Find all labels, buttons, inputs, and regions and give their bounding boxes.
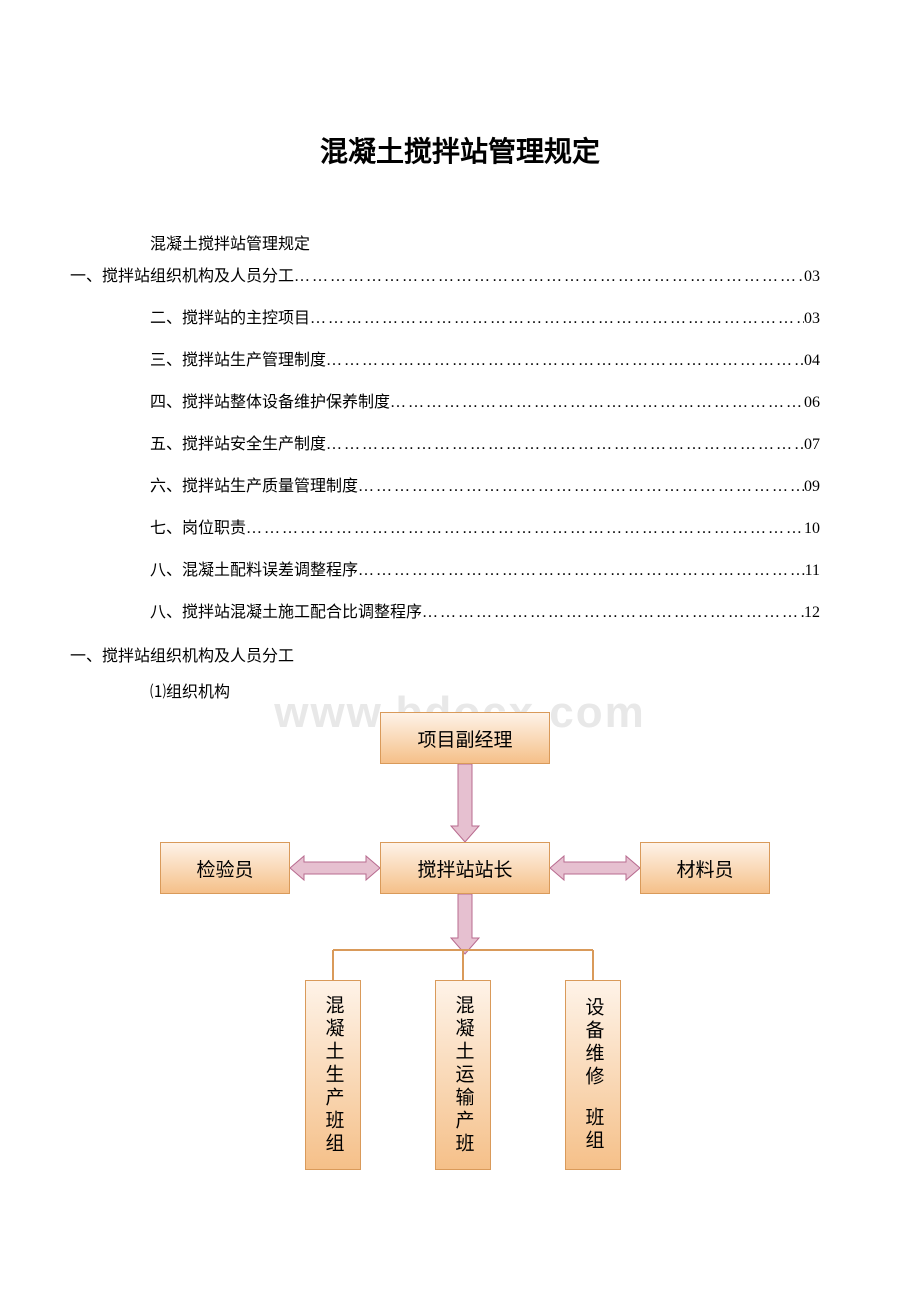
toc-label: 一、搅拌站组织机构及人员分工: [70, 262, 294, 286]
toc-dots: ……………………………………………………………………………………………………………: [422, 604, 804, 622]
org-node-b3: 设备维修班组: [565, 980, 621, 1170]
toc-label: 八、混凝土配料误差调整程序: [150, 556, 358, 580]
toc-page: 04: [804, 352, 820, 370]
toc-row: 三、搅拌站生产管理制度………………………………………………………………………………: [150, 346, 820, 370]
org-chart: 项目副经理检验员 搅拌站站长 材料员混凝土生产班组 混凝土运输产班 设备维修班组: [100, 712, 820, 1172]
toc-page: 09: [804, 478, 820, 496]
toc-row: 一、搅拌站组织机构及人员分工………………………………………………………………………: [70, 262, 820, 286]
toc-row: 八、搅拌站混凝土施工配合比调整程序………………………………………………………………: [150, 598, 820, 622]
toc-label: 五、搅拌站安全生产制度: [150, 430, 326, 454]
toc-dots: ……………………………………………………………………………………………………………: [326, 436, 804, 454]
toc-label: 三、搅拌站生产管理制度: [150, 346, 326, 370]
toc-label: 七、岗位职责: [150, 514, 246, 538]
table-of-contents: 一、搅拌站组织机构及人员分工………………………………………………………………………: [100, 262, 820, 622]
toc-row: 四、搅拌站整体设备维护保养制度……………………………………………………………………: [150, 388, 820, 412]
toc-dots: ……………………………………………………………………………………………………………: [358, 478, 804, 496]
toc-dots: ……………………………………………………………………………………………………………: [246, 520, 804, 538]
toc-page: 11: [805, 562, 820, 580]
toc-page: 06: [804, 394, 820, 412]
org-node-right: 材料员: [640, 842, 770, 894]
toc-dots: ……………………………………………………………………………………………………………: [326, 352, 804, 370]
page-title: 混凝土搅拌站管理规定: [100, 130, 820, 170]
toc-label: 八、搅拌站混凝土施工配合比调整程序: [150, 598, 422, 622]
toc-page: 12: [804, 604, 820, 622]
toc-dots: ……………………………………………………………………………………………………………: [294, 268, 804, 286]
toc-label: 四、搅拌站整体设备维护保养制度: [150, 388, 390, 412]
toc-page: 10: [804, 520, 820, 538]
toc-label: 六、搅拌站生产质量管理制度: [150, 472, 358, 496]
toc-row: 六、搅拌站生产质量管理制度…………………………………………………………………………: [150, 472, 820, 496]
toc-row: 八、混凝土配料误差调整程序…………………………………………………………………………: [150, 556, 820, 580]
toc-row: 二、搅拌站的主控项目…………………………………………………………………………………: [150, 304, 820, 328]
toc-dots: ……………………………………………………………………………………………………………: [358, 562, 805, 580]
toc-dots: ……………………………………………………………………………………………………………: [390, 394, 804, 412]
toc-row: 五、搅拌站安全生产制度………………………………………………………………………………: [150, 430, 820, 454]
section-1-sub: ⑴组织机构: [150, 678, 820, 702]
toc-row: 七、岗位职责……………………………………………………………………………………………: [150, 514, 820, 538]
org-node-mid: 搅拌站站长: [380, 842, 550, 894]
toc-label: 二、搅拌站的主控项目: [150, 304, 310, 328]
org-node-left: 检验员: [160, 842, 290, 894]
toc-dots: ……………………………………………………………………………………………………………: [310, 310, 804, 328]
org-node-b1: 混凝土生产班组: [305, 980, 361, 1170]
subtitle: 混凝土搅拌站管理规定: [150, 230, 820, 254]
toc-page: 03: [804, 268, 820, 286]
org-node-b2: 混凝土运输产班: [435, 980, 491, 1170]
toc-page: 07: [804, 436, 820, 454]
section-1-heading: 一、搅拌站组织机构及人员分工: [70, 642, 820, 666]
org-node-top: 项目副经理: [380, 712, 550, 764]
toc-page: 03: [804, 310, 820, 328]
